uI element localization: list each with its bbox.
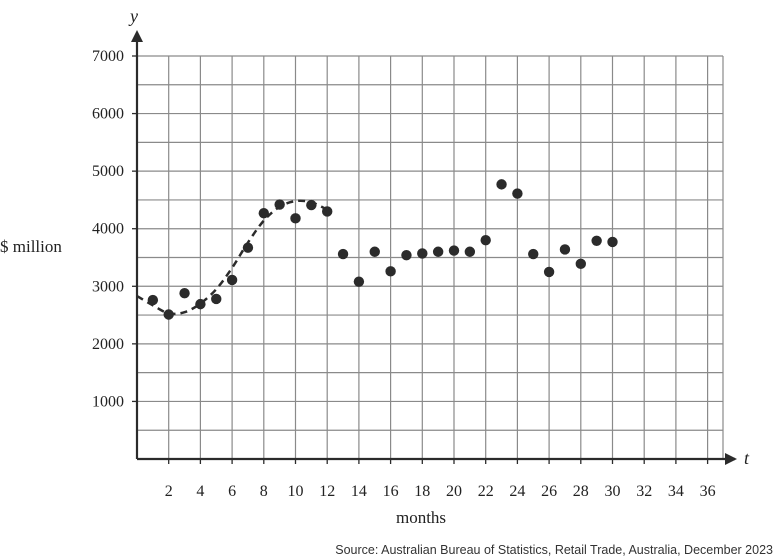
x-tick-label: 36 — [700, 483, 716, 500]
data-point — [512, 188, 523, 199]
x-tick-label: 22 — [478, 483, 494, 500]
data-point — [274, 199, 285, 210]
x-tick-label: 16 — [383, 483, 399, 500]
x-tick-label: 4 — [196, 483, 204, 500]
y-tick-label: 5000 — [92, 163, 124, 180]
data-point — [559, 244, 571, 255]
data-point — [242, 242, 254, 253]
data-point — [179, 287, 190, 299]
data-point — [401, 249, 412, 261]
data-point — [337, 248, 349, 260]
data-point — [163, 309, 174, 320]
x-tick-label: 24 — [509, 483, 525, 500]
y-tick-label: 7000 — [92, 48, 124, 65]
data-point — [417, 248, 428, 259]
data-point — [353, 276, 365, 287]
data-point — [322, 206, 333, 217]
data-point — [448, 245, 460, 256]
x-tick-label: 12 — [319, 483, 335, 500]
y-tick-label: 3000 — [92, 278, 124, 295]
source-note: Source: Australian Bureau of Statistics,… — [335, 543, 773, 557]
data-point — [528, 248, 539, 260]
x-tick-label: 10 — [288, 483, 304, 500]
data-point — [211, 293, 222, 305]
x-tick-label: 34 — [668, 483, 684, 500]
data-point — [195, 298, 206, 310]
data-point — [290, 213, 301, 224]
x-tick-label: 14 — [351, 483, 367, 500]
x-tick-label: 20 — [446, 483, 462, 500]
y-tick-label: 4000 — [92, 221, 124, 238]
x-tick-label: 28 — [573, 483, 589, 500]
y-axis-label: $ million — [0, 237, 62, 256]
x-axis-arrow — [725, 453, 737, 465]
x-tick-label: 8 — [260, 483, 268, 500]
data-point — [147, 294, 159, 306]
data-point — [607, 236, 618, 248]
data-point — [575, 258, 586, 270]
x-axis-label: months — [396, 508, 446, 527]
data-point — [385, 266, 396, 277]
y-axis-arrow — [131, 30, 143, 42]
x-tick-label: 32 — [636, 483, 652, 500]
y-variable-label: y — [128, 6, 138, 26]
chart-grid — [137, 55, 724, 459]
x-tick-label: 6 — [228, 483, 236, 500]
data-point — [543, 266, 555, 278]
y-tick-label: 1000 — [92, 393, 124, 410]
x-tick-label: 2 — [165, 483, 173, 500]
y-tick-label: 6000 — [92, 106, 124, 123]
data-point — [369, 246, 380, 257]
x-tick-label: 30 — [605, 483, 621, 500]
data-point — [464, 246, 476, 257]
data-point — [480, 235, 491, 246]
data-point — [226, 274, 238, 286]
data-point — [496, 179, 507, 190]
data-point — [258, 207, 269, 219]
data-points — [147, 179, 618, 320]
tick-labels: 2 4 6 8 10 12 14 16 18 20 22 24 26 28 30 32 34 3610002000… — [92, 48, 716, 500]
x-tick-label: 26 — [541, 483, 557, 500]
data-point — [306, 199, 317, 211]
y-tick-label: 2000 — [92, 336, 124, 353]
data-point — [432, 246, 444, 257]
x-variable-label: t — [744, 448, 750, 468]
chart-axes — [131, 30, 737, 465]
data-point — [591, 235, 602, 247]
x-tick-label: 18 — [414, 483, 430, 500]
